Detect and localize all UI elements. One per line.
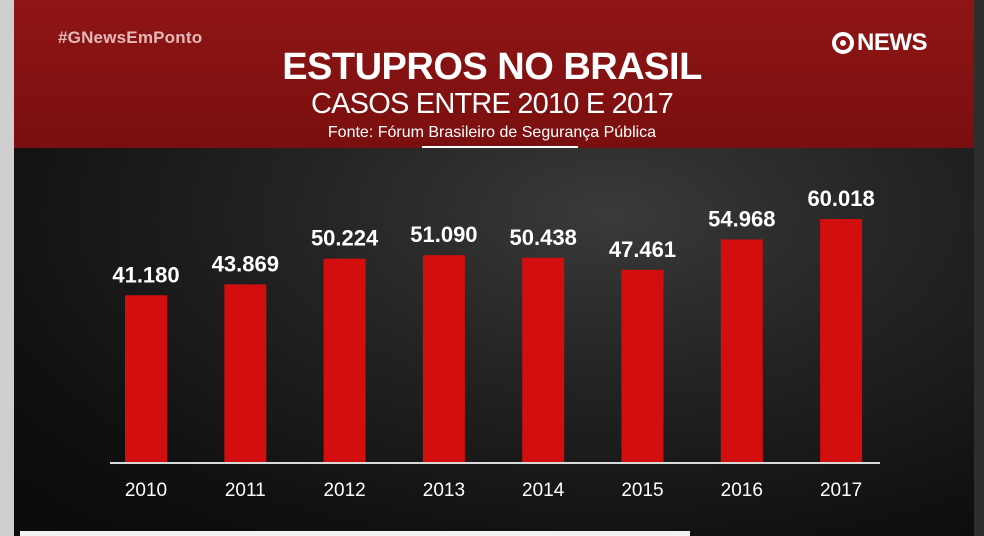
value-label-2011: 43.869 bbox=[212, 251, 279, 276]
source-underline bbox=[422, 146, 578, 148]
bar-2014 bbox=[522, 257, 565, 462]
value-label-2013: 51.090 bbox=[410, 222, 477, 247]
x-tick-label-2013: 2013 bbox=[423, 480, 465, 501]
value-label-2015: 47.461 bbox=[609, 237, 676, 262]
x-tick-label-2016: 2016 bbox=[721, 480, 763, 501]
bar-2010 bbox=[125, 295, 167, 462]
x-tick-label-2015: 2015 bbox=[621, 480, 663, 501]
bar-2012 bbox=[323, 258, 366, 462]
hashtag-label: #GNewsEmPonto bbox=[58, 28, 203, 47]
value-label-2014: 50.438 bbox=[510, 225, 577, 250]
x-tick-label-2012: 2012 bbox=[323, 480, 365, 501]
header-banner bbox=[14, 0, 974, 148]
logo-text: NEWS bbox=[857, 29, 928, 56]
bar-2017 bbox=[820, 219, 863, 462]
chart-subtitle: CASOS ENTRE 2010 E 2017 bbox=[310, 88, 674, 120]
source-note: Fonte: Fórum Brasileiro de Segurança Púb… bbox=[327, 124, 657, 141]
value-label-2017: 60.018 bbox=[807, 186, 874, 211]
x-tick-label-2011: 2011 bbox=[225, 480, 266, 501]
x-tick-label-2017: 2017 bbox=[820, 480, 862, 501]
right-border bbox=[974, 0, 984, 536]
value-label-2016: 54.968 bbox=[708, 206, 775, 231]
value-label-2012: 50.224 bbox=[311, 226, 379, 251]
bar-2011 bbox=[224, 284, 267, 462]
bottom-progress-bar bbox=[20, 531, 690, 536]
x-tick-label-2010: 2010 bbox=[125, 480, 167, 501]
value-label-2010: 41.180 bbox=[112, 262, 179, 287]
bar-2013 bbox=[422, 255, 465, 462]
chart-title: ESTUPROS NO BRASIL bbox=[282, 46, 702, 88]
x-tick-label-2014: 2014 bbox=[522, 480, 565, 501]
globo-ring-icon bbox=[832, 32, 854, 54]
bar-2016 bbox=[720, 239, 763, 462]
bar-2015 bbox=[621, 269, 664, 462]
left-border bbox=[0, 0, 14, 536]
gnews-logo: NEWS bbox=[832, 29, 928, 56]
